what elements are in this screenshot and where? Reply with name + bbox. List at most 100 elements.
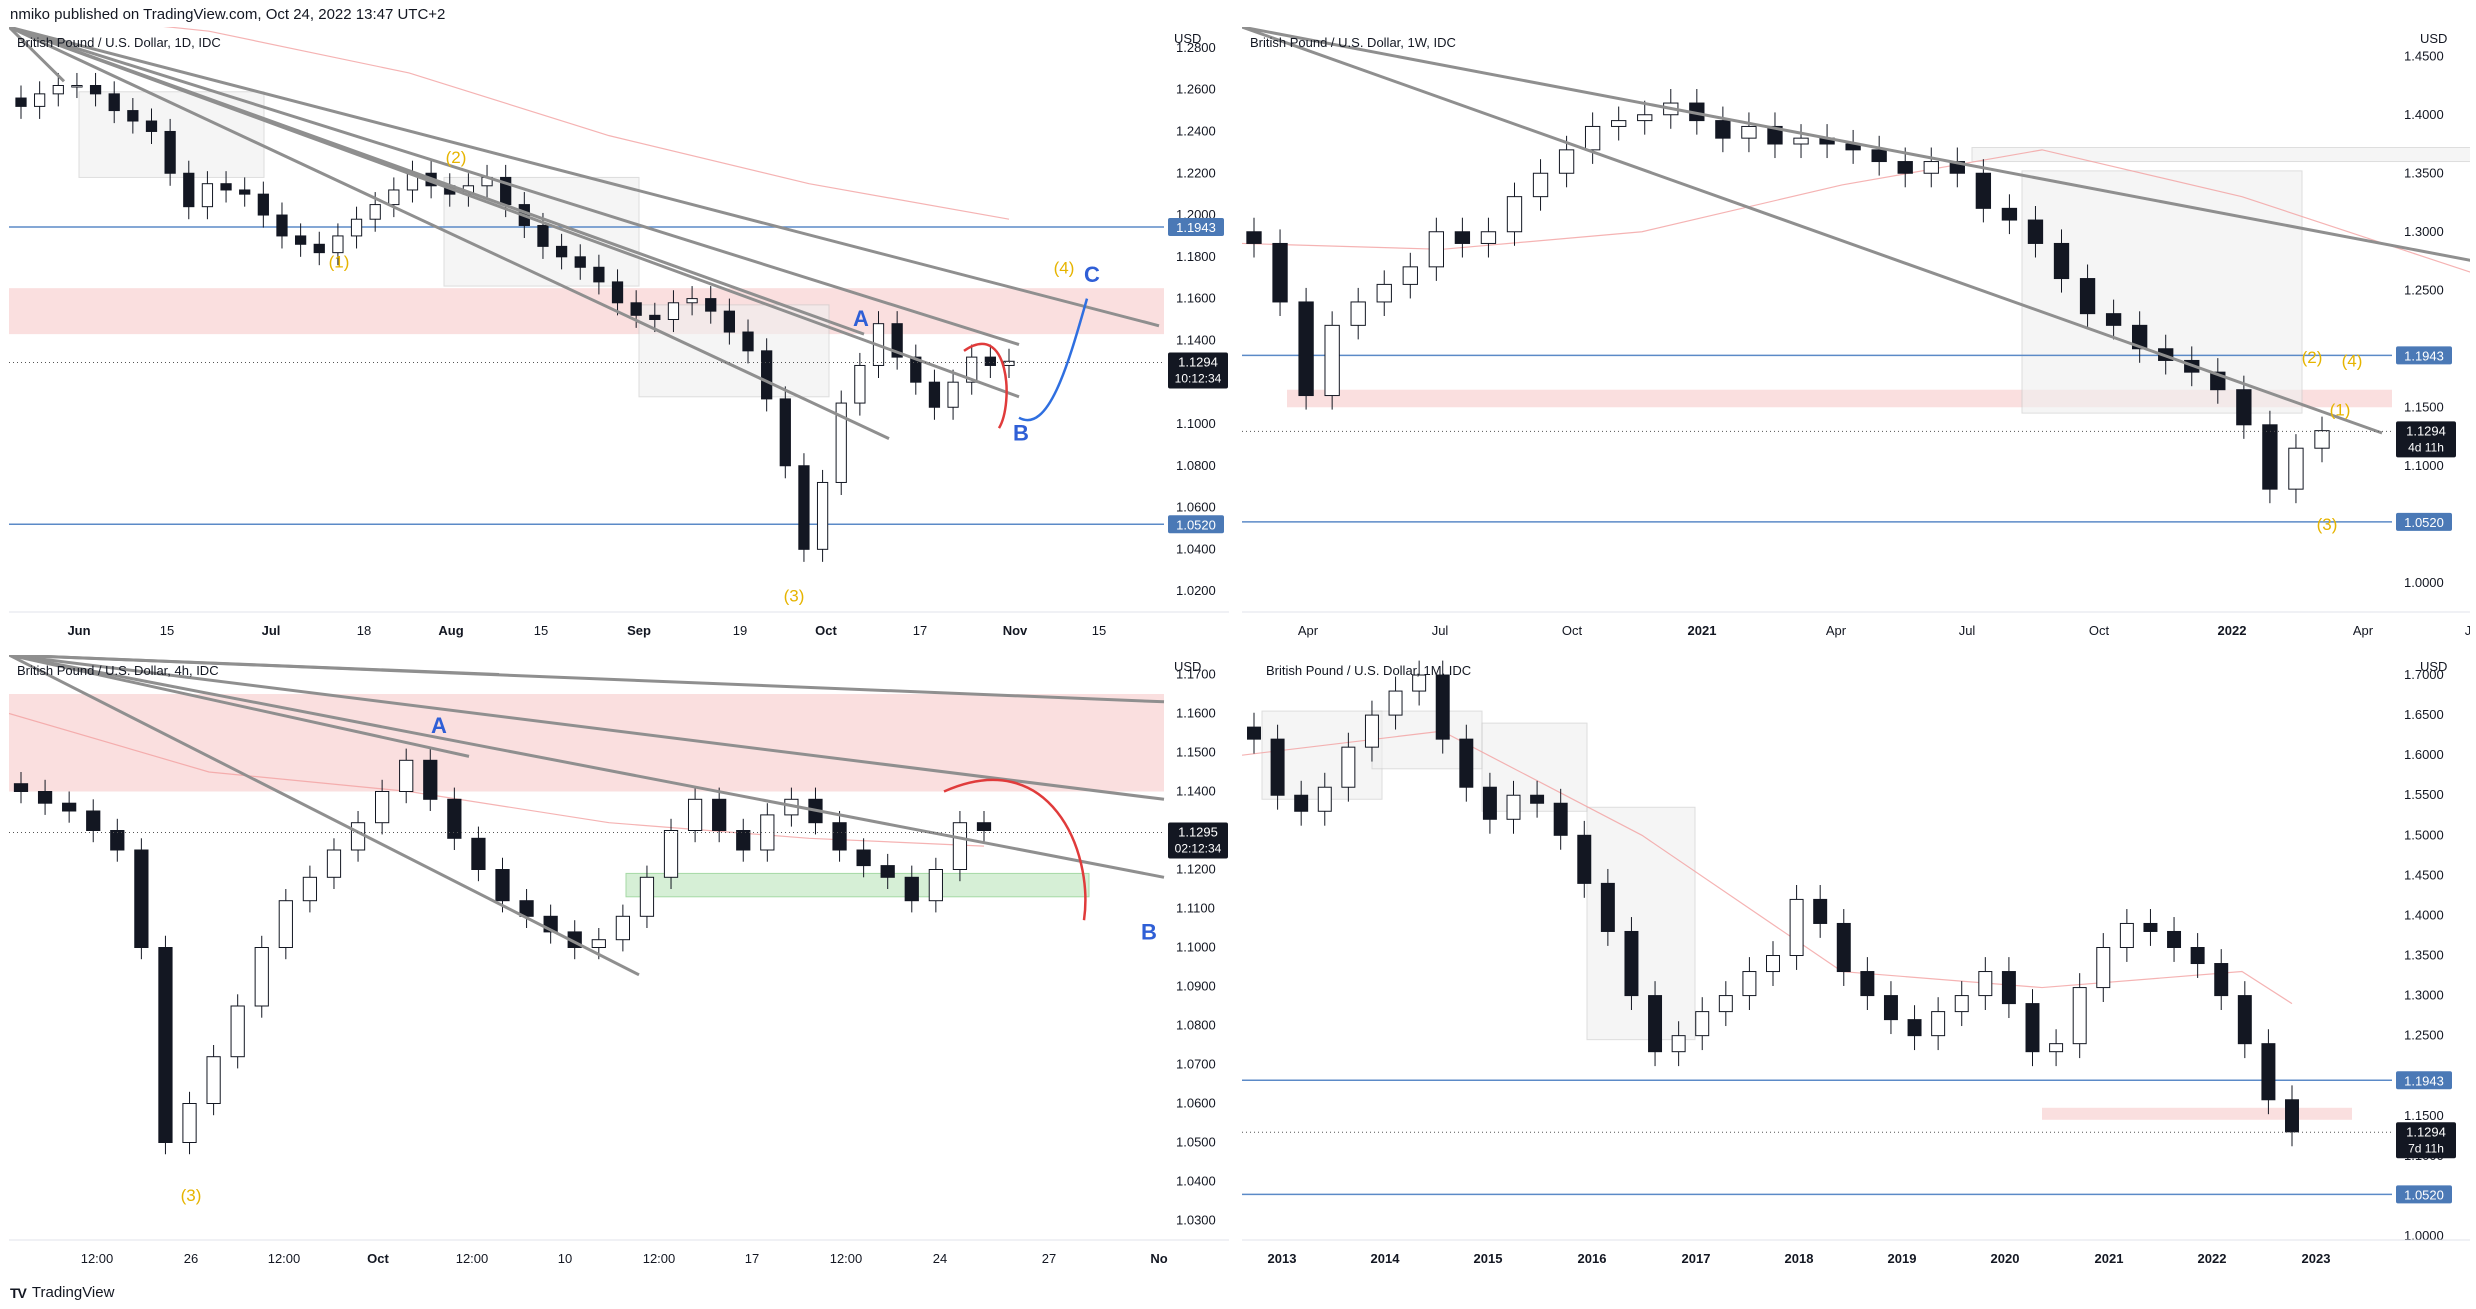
chart-panel-monthly[interactable]: British Pound / U.S. Dollar, 1M, IDC USD… xyxy=(1242,655,2470,1275)
candle-up xyxy=(369,204,381,220)
x-tick-label: 12:00 xyxy=(830,1251,863,1266)
candle-down xyxy=(537,224,549,247)
pattern-label: A xyxy=(431,713,447,738)
trend-line xyxy=(9,655,470,758)
y-tick-label: 1.1400 xyxy=(1176,784,1216,799)
candle-up xyxy=(1412,674,1427,692)
bar-countdown-label: 10:12:34 xyxy=(1175,372,1222,386)
trend-line xyxy=(9,655,1165,879)
candle-down xyxy=(239,189,251,195)
x-tick-label: 2017 xyxy=(1682,1251,1711,1266)
candle-up xyxy=(1584,125,1601,151)
candle-up xyxy=(350,218,363,237)
candle-up xyxy=(1611,120,1627,127)
key-level-tag-label: 1.0520 xyxy=(1176,517,1216,532)
candle-up xyxy=(816,481,829,550)
chart-panel-4h[interactable]: British Pound / U.S. Dollar, 4h, IDC USD… xyxy=(9,655,1229,1275)
x-tick-label: 12:00 xyxy=(643,1251,676,1266)
trend-line xyxy=(9,27,865,336)
candle-down xyxy=(1298,301,1314,397)
candle-up xyxy=(1532,172,1549,198)
candle-down xyxy=(1435,674,1450,740)
chart-panel-weekly[interactable]: British Pound / U.S. Dollar, 1W, IDC USD… xyxy=(1242,27,2470,647)
candle-down xyxy=(2214,963,2229,997)
y-tick-label: 1.0500 xyxy=(1176,1135,1216,1150)
fib-box xyxy=(2021,170,2303,414)
y-tick-label: 1.1200 xyxy=(1176,862,1216,877)
y-tick-label: 1.1700 xyxy=(1176,667,1216,682)
candle-down xyxy=(742,331,754,352)
candle-down xyxy=(736,830,751,851)
bar-countdown-label: 02:12:34 xyxy=(1175,841,1222,855)
candle-up xyxy=(966,356,978,383)
candle-up xyxy=(639,876,655,917)
chart-svg[interactable]: 1.7000 1.6500 1.6000 1.5500 1.5000 1.4500 1.40… xyxy=(1242,655,2470,1275)
key-level-tag-label: 1.0520 xyxy=(2404,515,2444,530)
candle-down xyxy=(593,266,605,283)
chart-panel-daily[interactable]: British Pound / U.S. Dollar, 1D, IDC USD… xyxy=(9,27,1229,647)
pattern-label: B xyxy=(1013,421,1029,446)
key-level-tag xyxy=(1168,217,1224,236)
key-level-tag xyxy=(2396,1071,2452,1090)
candle-up xyxy=(1402,266,1418,285)
x-tick-label: 2013 xyxy=(1268,1251,1297,1266)
candle-down xyxy=(1294,794,1309,812)
y-tick-label: 1.2200 xyxy=(1176,165,1216,180)
candle-up xyxy=(1978,971,1993,997)
chart-svg[interactable]: 1.4500 1.4000 1.3500 1.3000 1.2500 1.1500 1.10… xyxy=(1242,27,2470,647)
chart-svg[interactable]: 1.1700 1.1600 1.1500 1.1400 1.1200 1.1100 1.10… xyxy=(9,655,1229,1275)
x-tick-label: Jul xyxy=(2465,623,2470,638)
x-tick-label: 12:00 xyxy=(268,1251,301,1266)
resistance-zone xyxy=(9,288,1164,335)
candle-up xyxy=(835,402,847,483)
x-tick-label: 2015 xyxy=(1474,1251,1503,1266)
candle-up xyxy=(1506,794,1521,820)
x-tick-label: Sep xyxy=(627,623,651,638)
candle-up xyxy=(1954,995,1969,1013)
candle-up xyxy=(1003,360,1015,366)
elliott-wave-label: (3) xyxy=(2317,515,2338,534)
candle-up xyxy=(1341,746,1356,788)
candle-down xyxy=(89,85,102,95)
candle-up xyxy=(388,189,400,206)
x-tick-label: 26 xyxy=(184,1251,198,1266)
tradingview-footer: TV TradingView xyxy=(10,1284,114,1301)
candle-up xyxy=(1741,125,1757,139)
y-tick-label: 1.1500 xyxy=(1176,745,1216,760)
key-level-tag xyxy=(2396,346,2452,365)
candle-down xyxy=(723,310,736,333)
candle-up xyxy=(302,876,318,902)
candle-up xyxy=(1364,714,1379,748)
fib-box xyxy=(1971,147,2470,163)
candle-up xyxy=(952,822,968,870)
elliott-wave-label: (4) xyxy=(2342,351,2363,370)
candle-down xyxy=(2053,242,2070,280)
candle-up xyxy=(34,93,46,107)
candle-down xyxy=(62,802,77,812)
support-zone xyxy=(625,872,1090,898)
pattern-label: B xyxy=(1141,920,1157,945)
y-tick-label: 1.4500 xyxy=(2404,48,2444,63)
candle-down xyxy=(976,822,992,831)
candle-down xyxy=(37,791,53,804)
y-tick-label: 1.1000 xyxy=(1176,940,1216,955)
candle-down xyxy=(649,314,661,321)
projection-arrow xyxy=(963,342,1008,429)
candle-down xyxy=(761,350,773,400)
resistance-zone xyxy=(2042,1107,2352,1120)
candle-down xyxy=(712,798,727,832)
candle-down xyxy=(86,810,101,831)
candle-down xyxy=(2079,278,2096,315)
x-tick-label: Oct xyxy=(815,623,837,638)
last-price-label: 1.1294 xyxy=(2406,1124,2446,1139)
last-price-tag xyxy=(1168,352,1228,389)
candle-down xyxy=(1813,898,1828,924)
candle-up xyxy=(206,1056,221,1105)
last-price-label: 1.1294 xyxy=(1178,355,1218,370)
candle-down xyxy=(1577,834,1592,884)
y-tick-label: 1.2500 xyxy=(2404,282,2444,297)
candle-up xyxy=(687,798,703,832)
chart-svg[interactable]: 1.28001.26001.24001.22001.20001.18001.16… xyxy=(9,27,1229,647)
y-tick-label: 1.4500 xyxy=(2404,867,2444,882)
y-tick-label: 1.2800 xyxy=(1176,40,1216,55)
